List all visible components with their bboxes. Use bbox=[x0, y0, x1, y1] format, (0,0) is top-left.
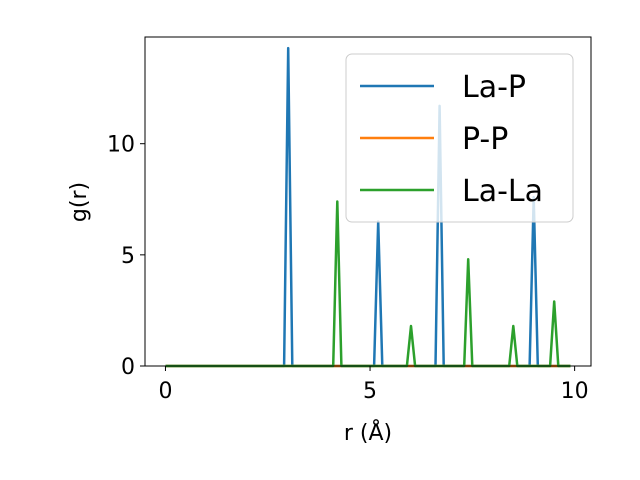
series-line-2 bbox=[165, 200, 571, 368]
y-axis-label: g(r) bbox=[67, 182, 92, 222]
x-tick-label: 0 bbox=[158, 379, 172, 404]
x-axis-label: r (Å) bbox=[344, 419, 392, 446]
legend-frame bbox=[345, 53, 574, 223]
x-tick-label: 5 bbox=[363, 379, 377, 404]
y-tick-label: 0 bbox=[121, 355, 135, 380]
y-axis-ticks: 0 5 10 bbox=[107, 133, 145, 380]
legend-label-0: La-P bbox=[462, 70, 526, 105]
x-axis-ticks: 0 5 10 bbox=[158, 366, 589, 404]
plot-frame bbox=[144, 36, 592, 367]
legend: La-P P-P La-La bbox=[345, 53, 574, 223]
y-tick-label: 10 bbox=[107, 133, 135, 158]
legend-label-1: P-P bbox=[462, 122, 508, 157]
y-tick-label: 5 bbox=[121, 244, 135, 269]
x-tick-label: 10 bbox=[561, 379, 589, 404]
legend-label-2: La-La bbox=[462, 174, 543, 209]
